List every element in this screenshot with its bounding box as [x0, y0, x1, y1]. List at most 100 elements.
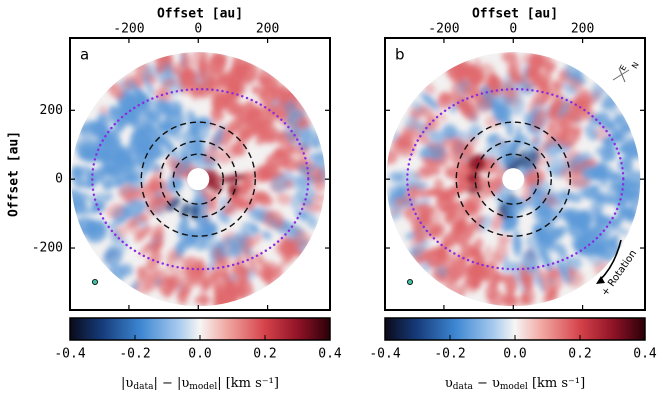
- patch: [590, 199, 604, 215]
- patch: [199, 285, 209, 307]
- patch: [610, 132, 625, 143]
- x-tick-label: 200: [571, 22, 594, 37]
- patch: [225, 280, 240, 296]
- patch: [557, 102, 570, 118]
- patch: [240, 276, 254, 297]
- x-tick-label: -200: [428, 22, 459, 37]
- patch: [96, 115, 112, 130]
- patch: [612, 113, 627, 126]
- patch: [430, 144, 446, 162]
- patch: [225, 236, 237, 251]
- patch: [420, 206, 436, 216]
- patch: [270, 175, 289, 193]
- patch: [404, 114, 418, 131]
- patch: [591, 225, 609, 241]
- patch: [555, 242, 568, 258]
- patch: [540, 249, 553, 272]
- patch: [312, 156, 326, 170]
- patch: [566, 212, 585, 229]
- patch: [546, 61, 557, 73]
- patch: [297, 164, 315, 175]
- rotation-arrow: [599, 239, 622, 281]
- patch: [445, 265, 462, 286]
- y-tick-label: -200: [32, 241, 63, 256]
- x-tick-label: 200: [256, 22, 279, 37]
- patch: [520, 53, 534, 64]
- patch: [444, 126, 458, 140]
- patch: [72, 173, 85, 188]
- y-tick-label: 200: [40, 103, 63, 118]
- patch: [241, 171, 255, 184]
- patch: [436, 92, 453, 109]
- x-tick-label: -200: [113, 22, 144, 37]
- patch: [507, 196, 524, 215]
- patch: [568, 152, 591, 163]
- colorbar-label: υdata − υmodel [km s⁻¹]: [445, 376, 585, 392]
- patch: [597, 214, 619, 227]
- patch: [433, 178, 445, 196]
- patch: [590, 165, 609, 180]
- patch: [105, 202, 127, 219]
- subscript: data: [453, 382, 474, 392]
- residual-map: [386, 52, 641, 307]
- patch: [101, 178, 113, 191]
- compass-arm: [618, 67, 626, 83]
- x-tick-label: 0: [509, 22, 517, 37]
- patch: [88, 120, 110, 135]
- colorbar-tick-label: 0.4: [633, 347, 657, 362]
- patch: [154, 277, 162, 287]
- patch: [285, 130, 295, 143]
- label-part: | − |υ: [153, 376, 189, 391]
- patch: [128, 79, 138, 90]
- patch: [210, 115, 220, 129]
- patch: [154, 196, 167, 206]
- label-part: |υ: [121, 376, 133, 391]
- patch: [482, 157, 500, 175]
- subscript: model: [189, 382, 217, 392]
- patch: [409, 186, 419, 198]
- patch: [536, 210, 552, 226]
- patch: [457, 131, 465, 139]
- patch: [296, 117, 311, 130]
- patch: [401, 127, 418, 139]
- patch: [441, 191, 452, 201]
- patch: [560, 111, 580, 131]
- patch: [167, 264, 184, 277]
- patch: [253, 166, 271, 183]
- patch: [468, 124, 482, 139]
- patch: [307, 218, 319, 230]
- patch: [159, 133, 174, 150]
- patch: [254, 255, 269, 272]
- patch: [571, 239, 585, 253]
- patch: [543, 123, 556, 139]
- patch: [522, 286, 536, 306]
- patch: [161, 59, 174, 80]
- patch: [181, 282, 192, 296]
- patch: [467, 275, 480, 294]
- patch: [105, 192, 114, 201]
- patch: [302, 133, 322, 145]
- patch: [151, 241, 161, 252]
- y-tick-label: 0: [55, 172, 63, 187]
- patch: [491, 269, 500, 291]
- patch: [507, 94, 525, 116]
- patch: [161, 78, 177, 88]
- patch: [307, 151, 326, 160]
- patch: [537, 275, 545, 294]
- patch: [595, 146, 607, 156]
- label-part: [km s⁻¹]: [528, 376, 585, 391]
- patch: [188, 264, 204, 277]
- patch: [172, 106, 185, 129]
- patch: [584, 124, 599, 141]
- patch: [283, 100, 298, 115]
- patch: [282, 157, 299, 171]
- patch: [548, 240, 556, 249]
- patch: [208, 54, 227, 74]
- patch: [521, 250, 540, 273]
- patch: [203, 145, 220, 165]
- patch: [177, 217, 190, 238]
- patch: [608, 234, 619, 248]
- colorbar-tick-label: -0.4: [369, 347, 400, 362]
- central-hole: [502, 168, 525, 191]
- patch: [105, 249, 115, 259]
